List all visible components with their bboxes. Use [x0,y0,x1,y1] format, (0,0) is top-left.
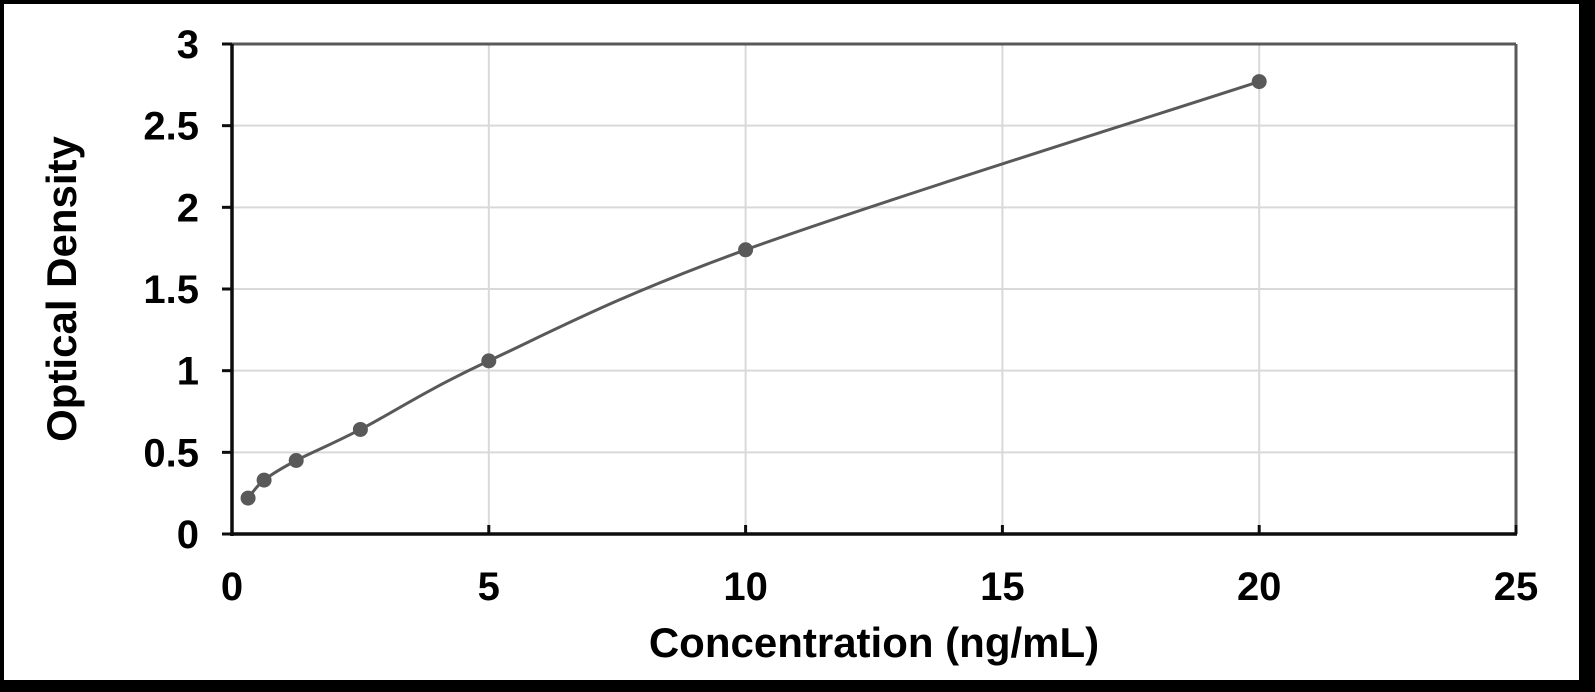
x-tick-label: 0 [221,565,243,609]
y-axis-title: Optical Density [38,136,85,442]
x-tick-label: 25 [1494,565,1539,609]
data-point-marker [1251,74,1267,90]
y-tick-label: 3 [177,23,199,67]
data-point-marker [352,421,368,437]
x-tick-label: 15 [980,565,1025,609]
data-point-marker [240,490,256,506]
y-tick-label: 0.5 [143,431,199,475]
y-tick-label: 2 [177,186,199,230]
y-tick-label: 1.5 [143,268,199,312]
plot-svg: 0 0.5 1 1.5 2 2.5 3 0 5 10 15 20 25 [143,23,1539,609]
x-tick-label: 10 [723,565,768,609]
data-point-marker [288,453,304,468]
y-tick-label: 1 [177,350,199,394]
x-tick-label: 5 [478,565,500,609]
x-axis-title: Concentration (ng/mL) [648,619,1100,666]
data-point-marker [481,353,497,369]
data-point-marker [738,242,754,258]
data-point-marker [256,472,272,488]
x-tick-label: 20 [1237,565,1282,609]
y-tick-label: 0 [177,513,199,557]
y-tick-label: 2.5 [143,105,199,149]
